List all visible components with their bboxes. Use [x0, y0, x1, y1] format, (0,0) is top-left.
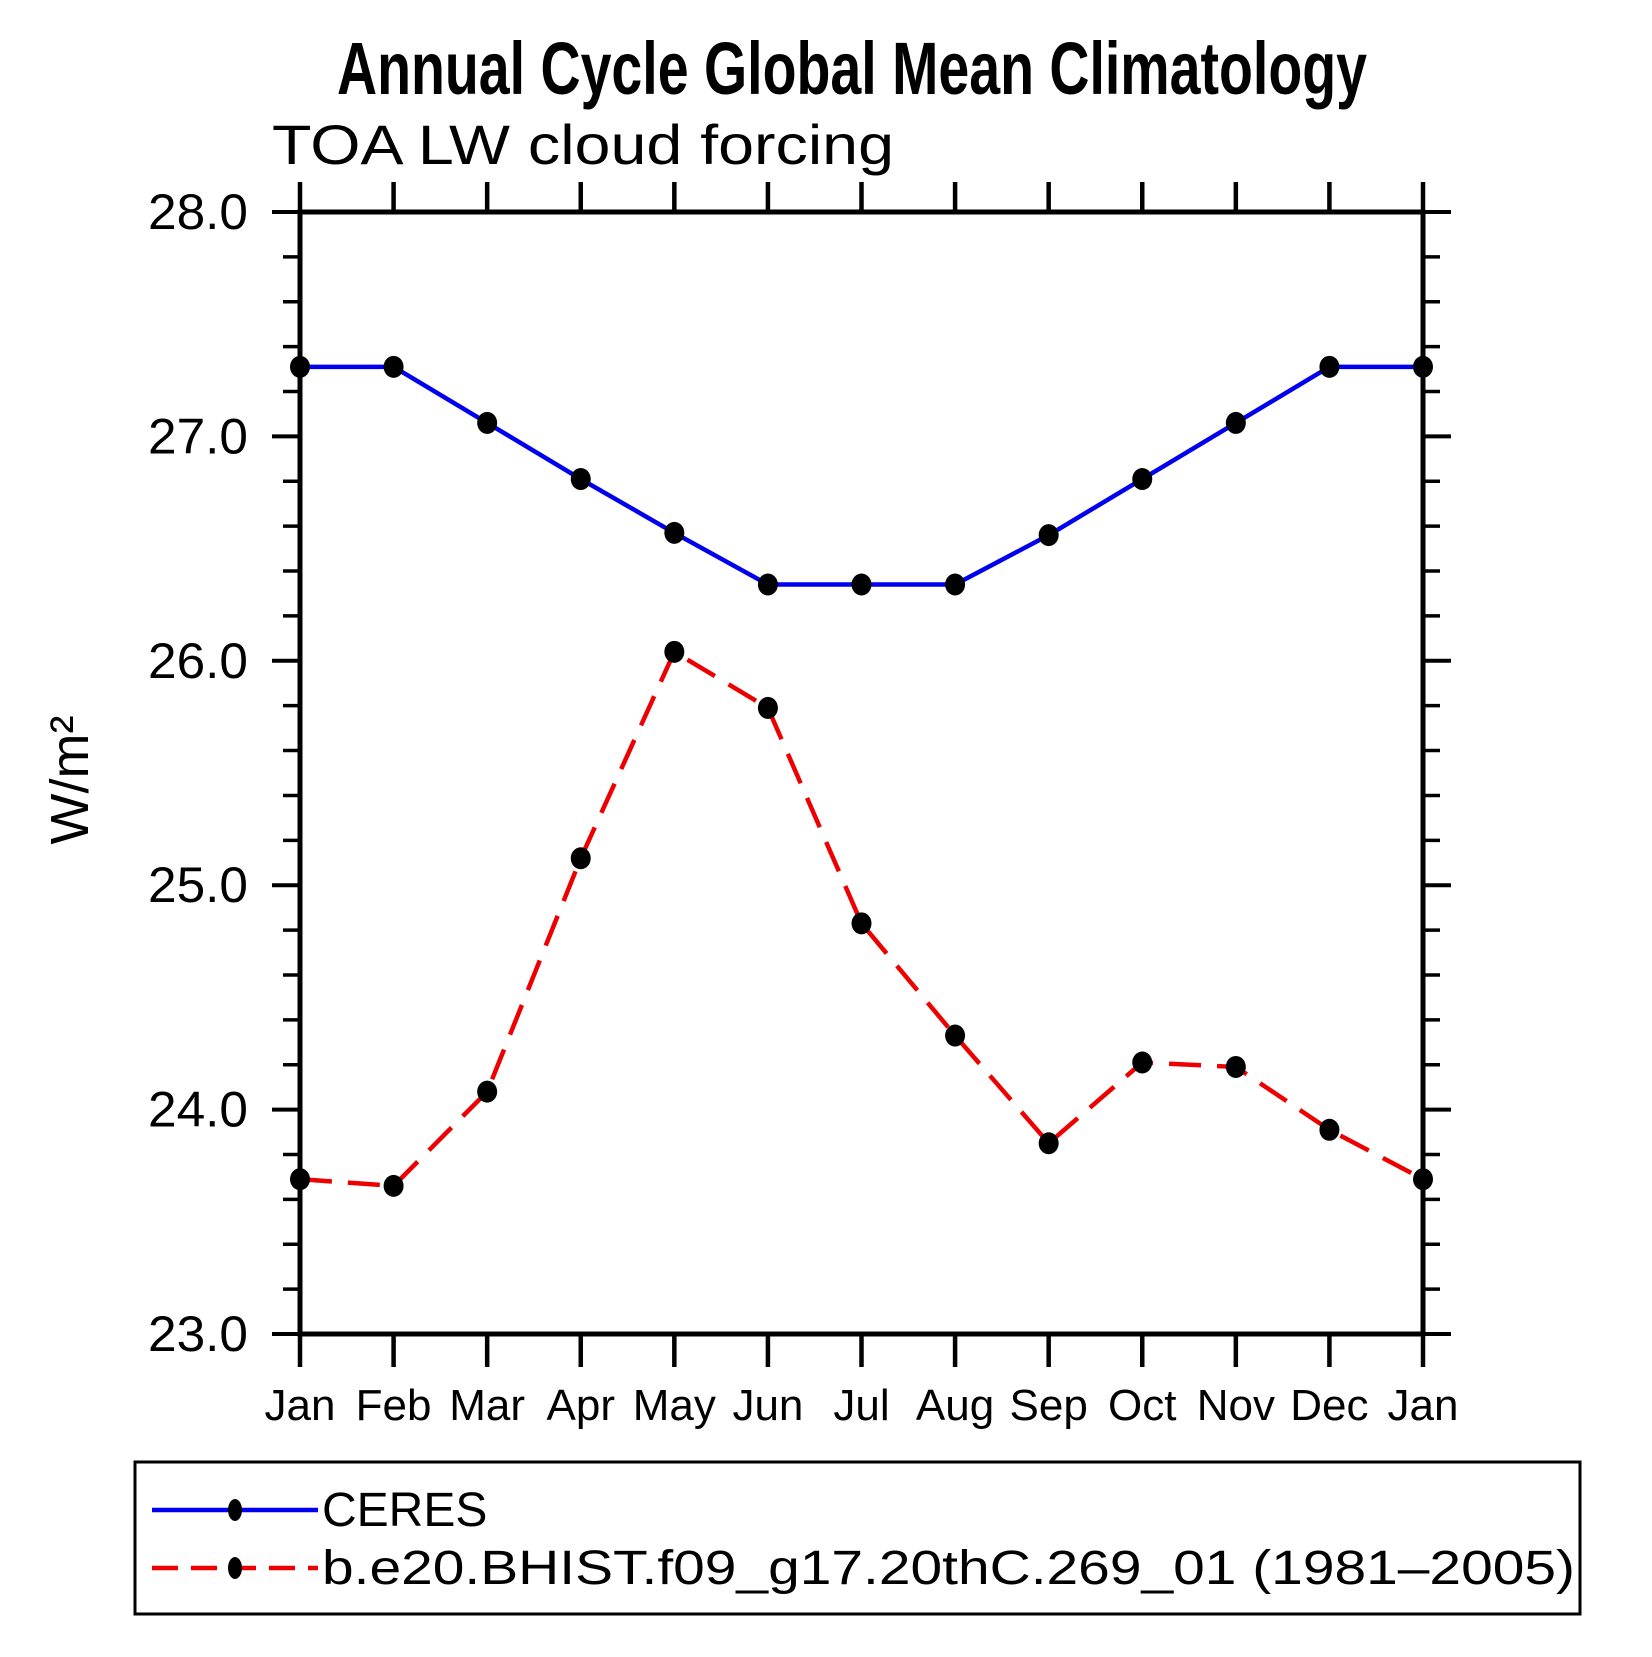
legend-box	[133, 1460, 1582, 1616]
y-tick-labels: 23.0 24.0 25.0 26.0 27.0 28.0	[148, 184, 248, 1362]
model-marker	[290, 1168, 310, 1191]
page-title: Annual Cycle Global Mean Climatology	[337, 27, 1367, 110]
plot-border	[297, 209, 1426, 1337]
x-tick-label: Aug	[916, 1381, 994, 1430]
x-tick-label: May	[633, 1381, 716, 1430]
ceres-marker	[1319, 355, 1340, 378]
y-tick-label: 26.0	[148, 633, 248, 689]
x-tick-label: Mar	[449, 1381, 525, 1430]
y-tick-label: 25.0	[148, 857, 248, 913]
ceres-marker	[1038, 524, 1059, 547]
axis-ticks	[272, 182, 1451, 1367]
legend-model-label: b.e20.BHIST.f09_g17.20thC.269_01 (1981–2…	[322, 1542, 1575, 1595]
legend-ceres-label: CERES	[322, 1484, 487, 1537]
y-tick-label: 24.0	[148, 1082, 248, 1138]
model-marker	[664, 640, 685, 663]
y-tick-label: 27.0	[148, 408, 248, 464]
ceres-marker	[1132, 468, 1153, 491]
x-tick-label: Jan	[1388, 1381, 1459, 1430]
x-tick-label: Dec	[1290, 1381, 1368, 1430]
ceres-marker	[664, 521, 685, 544]
data-series	[290, 355, 1433, 1197]
model-marker	[1413, 1168, 1433, 1191]
plot-frame	[297, 209, 1426, 1337]
x-tick-label: Apr	[547, 1381, 615, 1430]
model-marker	[1319, 1118, 1340, 1141]
ceres-marker	[477, 411, 498, 434]
ceres-marker	[757, 573, 778, 596]
ceres-marker	[851, 573, 872, 596]
y-tick-label: 23.0	[148, 1306, 248, 1362]
ceres-marker	[570, 468, 591, 491]
ceres-marker	[1225, 411, 1246, 434]
model-marker	[1225, 1055, 1246, 1078]
legend-model-marker	[228, 1557, 242, 1579]
model-marker	[757, 696, 778, 719]
model-marker	[570, 847, 591, 870]
chart-subtitle: TOA LW cloud forcing	[272, 113, 894, 176]
x-tick-label: Sep	[1010, 1381, 1088, 1430]
x-tick-label: Nov	[1197, 1381, 1275, 1430]
x-tick-labels: Jan Feb Mar Apr May Jun Jul Aug Sep Oct Nov Dec Jan	[265, 1381, 1459, 1430]
model-marker	[851, 912, 872, 935]
x-tick-label: Jul	[833, 1381, 889, 1430]
x-tick-label: Jun	[732, 1381, 803, 1430]
ceres-marker	[383, 355, 404, 378]
model-marker	[1038, 1132, 1059, 1155]
ceres-line	[300, 364, 1423, 587]
ceres-marker	[945, 573, 966, 596]
model-marker	[1132, 1051, 1153, 1074]
legend-ceres-marker	[228, 1499, 242, 1521]
x-tick-label: Oct	[1108, 1381, 1176, 1430]
x-tick-label: Feb	[356, 1381, 432, 1430]
model-marker	[383, 1174, 404, 1197]
y-tick-label: 28.0	[148, 184, 248, 240]
ceres-marker	[1413, 355, 1433, 378]
ceres-marker	[290, 355, 310, 378]
y-axis-label: W/m²	[40, 716, 100, 845]
x-tick-label: Jan	[265, 1381, 336, 1430]
model-marker	[945, 1024, 966, 1047]
model-marker	[477, 1080, 498, 1103]
